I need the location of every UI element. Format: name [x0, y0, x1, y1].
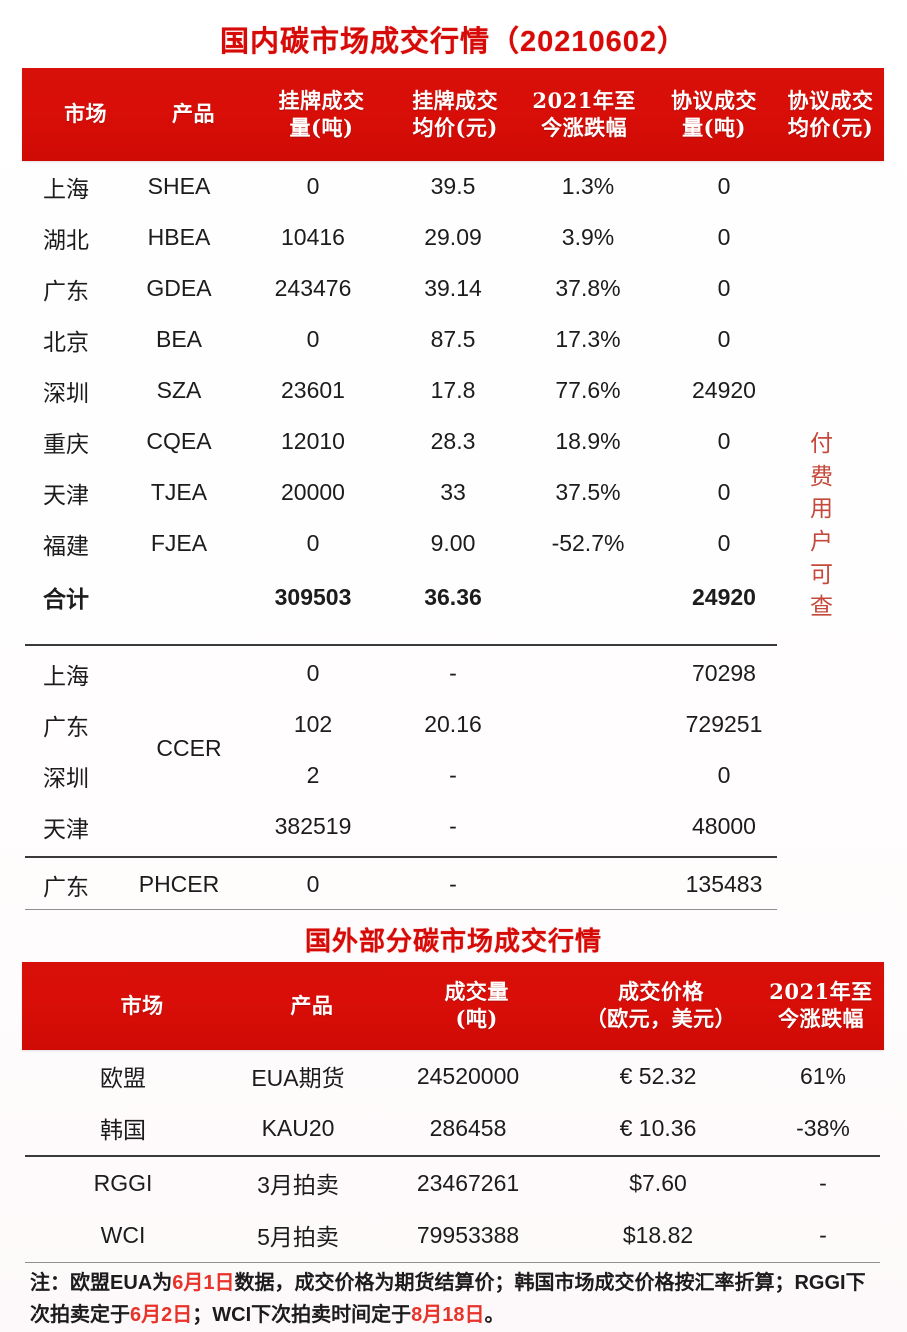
- footnote-part: 注：欧盟EUA为: [30, 1272, 173, 1294]
- table-row-total: 合计 309503 36.36 24920: [43, 583, 756, 613]
- table-row: 深圳 SZA 23601 17.8 77.6% 24920: [43, 377, 756, 406]
- table-row: 广东 102 20.16 729251: [43, 711, 763, 740]
- foreign-table-header: 市场 产品 成交量 (吨) 成交价格 （欧元，美元） 2021年至 今涨跌幅: [22, 962, 884, 1050]
- footnote-highlight-date: 8月18日: [411, 1303, 485, 1326]
- row-separator: [25, 1155, 880, 1157]
- table-row: 韩国 KAU20 286458 € 10.36 -38%: [100, 1114, 850, 1144]
- footnote-part: 。: [484, 1303, 505, 1326]
- table-row: 广东 PHCER 0 - 135483: [43, 871, 763, 900]
- column-header-market: 市场: [120, 992, 164, 1018]
- column-header-listed-avg-price: 挂牌成交 均价(元): [412, 87, 499, 140]
- page-title-domestic: 国内碳市场成交行情（20210602）: [219, 26, 688, 58]
- footnote-part: 数据，成交价格为期货结算价；韩国市场成交价格按汇率折算；RGGI下次拍卖定于: [30, 1272, 866, 1326]
- footnote-part: ；WCI下次拍卖时间定于: [192, 1303, 412, 1326]
- domestic-table-header: 市场 产品 挂牌成交 量(吨) 挂牌成交 均价(元) 2021年至 今涨跌幅 协…: [22, 68, 884, 161]
- footnote-highlight-date: 6月2日: [130, 1303, 193, 1326]
- row-separator: [25, 1262, 880, 1263]
- foreign-table-body: 欧盟 EUA期货 24520000 € 52.32 61% 韩国 KAU20 2…: [0, 1050, 907, 1154]
- ccer-merged-label: CCER: [156, 735, 222, 761]
- page-title-foreign: 国外部分碳市场成交行情: [304, 926, 602, 956]
- table-row: 福建 FJEA 0 9.00 -52.7% 0: [43, 530, 731, 559]
- phcer-table-body: 广东 PHCER 0 - 135483: [0, 859, 907, 910]
- table-row: 北京 BEA 0 87.5 17.3% 0: [43, 326, 731, 355]
- column-header-price: 成交价格 （欧元，美元）: [585, 979, 737, 1031]
- footnote-highlight-date: 6月1日: [172, 1272, 235, 1294]
- paid-user-notice: 付 费 用 户 可 查: [810, 431, 834, 621]
- row-separator: [25, 856, 777, 858]
- table-row: 重庆 CQEA 12010 28.3 18.9% 0: [43, 428, 731, 457]
- column-header-ytd-change: 2021年至 今涨跌幅: [769, 979, 873, 1031]
- column-header-product: 产品: [171, 101, 215, 127]
- table-row: 天津 TJEA 20000 33 37.5% 0: [43, 479, 731, 508]
- row-separator: [25, 644, 777, 646]
- column-header-agreed-volume: 协议成交 量(吨): [671, 87, 757, 140]
- table-row: 深圳 2 - 0: [43, 762, 731, 791]
- column-header-volume: 成交量 (吨): [444, 979, 509, 1031]
- column-header-ytd-change: 2021年至 今涨跌幅: [532, 87, 636, 140]
- column-header-product: 产品: [290, 992, 334, 1018]
- domestic-table-body: 上海 SHEA 0 39.5 1.3% 0 湖北 HBEA 10416 29.0…: [0, 161, 907, 625]
- ccer-table-body: 上海 0 - 70298 广东 102 20.16 729251 深圳 2 - …: [0, 648, 907, 852]
- row-separator: [25, 909, 777, 910]
- table-row: 欧盟 EUA期货 24520000 € 52.32 61%: [100, 1062, 847, 1092]
- column-header-market: 市场: [64, 101, 108, 127]
- foreign-auction-body: RGGI 3月拍卖 23467261 $7.60 - WCI 5月拍卖 7995…: [0, 1157, 907, 1261]
- table-row: 上海 SHEA 0 39.5 1.3% 0: [43, 173, 731, 202]
- table-row: 上海 0 - 70298: [43, 660, 756, 689]
- table-row: 湖北 HBEA 10416 29.09 3.9% 0: [43, 224, 731, 253]
- table-row: 天津 382519 - 48000: [43, 813, 756, 842]
- column-header-agreed-avg-price: 协议成交 均价(元): [787, 87, 874, 140]
- footnote: 注：欧盟EUA为6月1日数据，成交价格为期货结算价；韩国市场成交价格按汇率折算；…: [30, 1268, 880, 1331]
- table-row: 广东 GDEA 243476 39.14 37.8% 0: [43, 275, 731, 304]
- table-row: RGGI 3月拍卖 23467261 $7.60 -: [93, 1169, 827, 1199]
- column-header-listed-volume: 挂牌成交 量(吨): [278, 87, 365, 140]
- table-row: WCI 5月拍卖 79953388 $18.82 -: [100, 1221, 827, 1251]
